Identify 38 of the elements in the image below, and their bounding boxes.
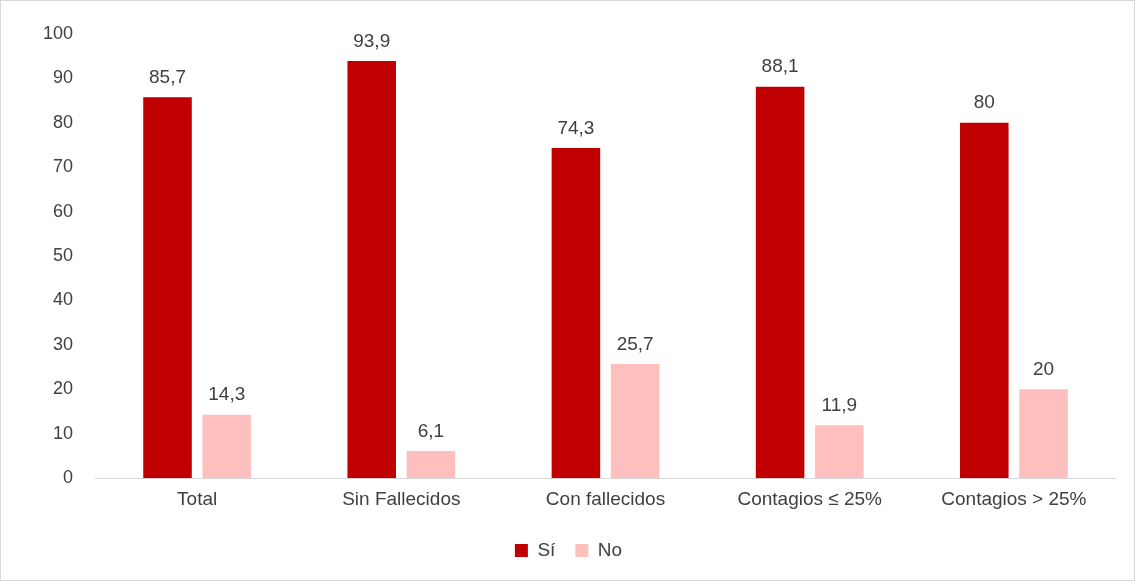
legend-label: Sí [537,538,557,560]
y-tick-label: 40 [53,289,74,310]
y-tick-label: 0 [63,467,74,488]
y-tick-label: 20 [53,378,74,399]
x-tick-label: Sin Fallecidos [342,487,461,509]
bar [610,363,660,479]
y-tick-label: 80 [53,111,74,132]
data-label: 74,3 [557,116,595,138]
data-label: 14,3 [208,383,246,405]
data-label: 11,9 [821,394,858,416]
y-tick-label: 30 [53,333,74,354]
bar [1019,389,1068,479]
y-tick-label: 60 [53,200,74,221]
x-tick-label: Con fallecidos [545,487,666,509]
data-label: 85,7 [149,66,187,88]
bar [202,414,252,479]
bar [406,451,456,479]
data-label: 6,1 [417,419,445,441]
data-label: 88,1 [761,55,799,77]
data-label: 80 [973,91,995,113]
bar [815,425,864,479]
y-tick-label: 10 [53,422,74,443]
x-tick-label: Contagios > 25% [941,487,1087,509]
y-tick-label: 100 [42,22,74,43]
bar [551,148,601,479]
bar [143,97,192,479]
x-tick-label: Total [177,487,218,509]
bar [960,122,1009,479]
legend-label: No [597,538,623,560]
bar [347,60,396,479]
y-tick-label: 50 [53,244,74,265]
data-label: 25,7 [616,332,654,354]
data-label: 20 [1032,358,1055,380]
bar [755,86,805,479]
data-label: 93,9 [353,29,391,51]
x-tick-label: Contagios ≤ 25% [737,487,883,509]
y-tick-label: 90 [53,67,74,88]
y-tick-label: 70 [53,156,74,177]
